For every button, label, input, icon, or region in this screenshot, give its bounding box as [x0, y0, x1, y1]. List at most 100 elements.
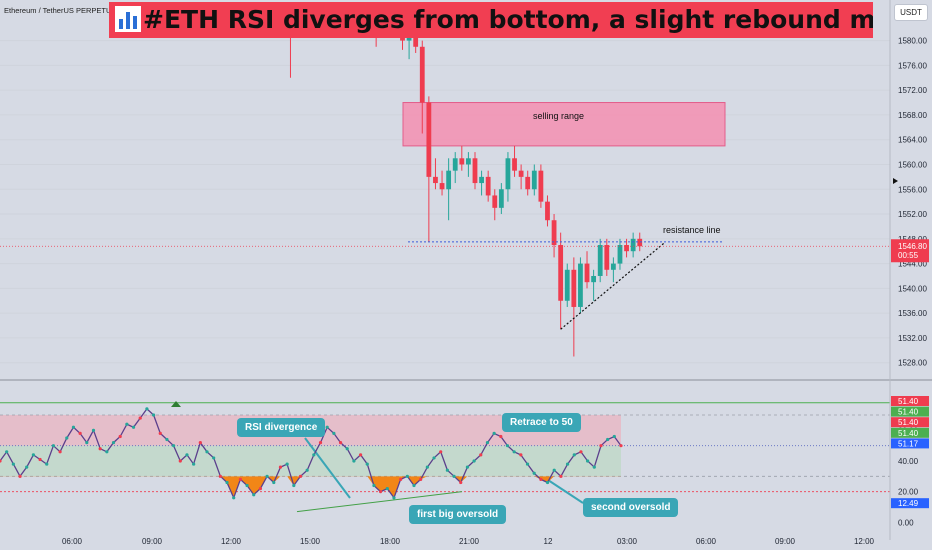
currency-button[interactable]: USDT	[894, 4, 928, 21]
candle-body	[466, 158, 471, 165]
rsi-point	[345, 447, 349, 451]
rsi-point	[479, 453, 483, 457]
price-tick-label: 1556.00	[898, 185, 927, 194]
selling-range-zone[interactable]	[402, 102, 726, 147]
time-tick-label: 09:00	[142, 537, 163, 546]
rsi-point	[85, 441, 89, 445]
rsi-tick-label: 40.00	[898, 457, 919, 466]
rsi-point	[98, 447, 102, 451]
rsi-point	[198, 441, 202, 445]
rsi-point	[278, 465, 283, 469]
candle-body	[604, 245, 610, 270]
rsi-value-label: 51.17	[898, 439, 919, 448]
time-tick-label: 12:00	[221, 537, 242, 546]
rsi-point	[151, 413, 156, 417]
rsi-point	[45, 462, 49, 466]
rsi-value-tag	[891, 406, 929, 417]
candle-body	[433, 176, 438, 184]
rsi-point	[579, 450, 583, 454]
rsi-point	[312, 453, 316, 457]
first-oversold-callout[interactable]: first big oversold	[409, 505, 507, 524]
time-tick-label: 06:00	[62, 537, 83, 546]
candle-body	[512, 158, 517, 171]
countdown-label: 00:55	[898, 251, 919, 260]
second-oversold-callout[interactable]: second oversold	[583, 498, 679, 517]
rsi-point	[532, 471, 536, 475]
rsi-point	[51, 444, 56, 448]
rsi-point	[519, 453, 523, 457]
rsi-point	[285, 462, 289, 466]
rsi-value-tag	[891, 417, 929, 428]
candle-body	[571, 269, 577, 307]
rsi-point	[485, 441, 490, 445]
rsi-point	[432, 456, 436, 460]
candle-body	[485, 176, 491, 196]
rsi-point	[399, 477, 403, 481]
retrace-callout[interactable]: Retrace to 50	[502, 413, 581, 432]
rsi-point	[258, 487, 263, 491]
rsi-point	[118, 434, 122, 439]
rsi-point	[65, 436, 69, 440]
rsi-point	[232, 496, 236, 500]
rsi-point	[445, 468, 449, 472]
price-grid	[0, 40, 890, 364]
rsi-point	[545, 480, 550, 485]
candle-body	[624, 245, 629, 252]
rsi-value-tag	[891, 396, 929, 406]
rsi-point	[138, 416, 142, 420]
rsi-value-tag	[891, 498, 929, 509]
candle-body	[492, 195, 498, 208]
rsi-point	[352, 459, 356, 463]
rsi-point	[379, 490, 383, 494]
rsi-point	[332, 431, 336, 435]
rsi-point	[71, 425, 76, 429]
time-tick-label: 21:00	[459, 537, 480, 546]
rsi-value-label: 51.40	[898, 408, 919, 417]
price-tick-label: 1564.00	[898, 136, 927, 145]
rsi-point	[472, 459, 476, 463]
rsi-point	[78, 431, 82, 435]
candle-body	[597, 245, 603, 276]
candle-body	[426, 102, 432, 177]
price-tick-label: 1552.00	[898, 210, 927, 219]
price-tick-label: 1576.00	[898, 61, 927, 70]
rsi-point	[305, 468, 309, 472]
rsi-point	[125, 422, 129, 426]
rsi-point	[192, 462, 196, 466]
candle-body	[551, 220, 557, 246]
rsi-point	[452, 474, 456, 478]
rsi-value-tag	[891, 438, 929, 449]
rsi-point	[11, 462, 15, 466]
rsi-point	[425, 465, 429, 469]
support-trendline	[560, 242, 665, 330]
rsi-point	[111, 441, 116, 445]
rsi-point	[31, 453, 35, 457]
rsi-point	[592, 465, 596, 469]
rsi-point	[599, 444, 603, 448]
rsi-point	[245, 483, 249, 488]
rsi-point	[512, 450, 516, 454]
candle-body	[564, 269, 570, 301]
rsi-point	[559, 474, 563, 478]
candle-body	[498, 189, 504, 208]
rsi-point	[172, 444, 176, 448]
rsi-point	[492, 431, 496, 435]
rsi-point	[338, 441, 343, 445]
rsi-point	[91, 428, 96, 432]
time-tick-label: 12:00	[854, 537, 875, 546]
rsi-point	[158, 431, 162, 435]
time-tick-label: 06:00	[696, 537, 717, 546]
rsi-point	[25, 465, 29, 469]
rsi-value-label: 51.40	[898, 429, 919, 438]
price-tick-label: 1572.00	[898, 86, 927, 95]
price-tick-label: 1540.00	[898, 284, 927, 293]
time-tick-label: 15:00	[300, 537, 321, 546]
rsi-value-label: 51.40	[898, 418, 919, 427]
rsi-point	[405, 474, 409, 478]
price-tick-label: 1560.00	[898, 160, 927, 169]
rsi-point	[145, 407, 149, 411]
rsi-divergence-callout[interactable]: RSI divergence	[237, 418, 326, 437]
rsi-point	[178, 459, 182, 463]
annotation-lines[interactable]	[0, 241, 890, 513]
